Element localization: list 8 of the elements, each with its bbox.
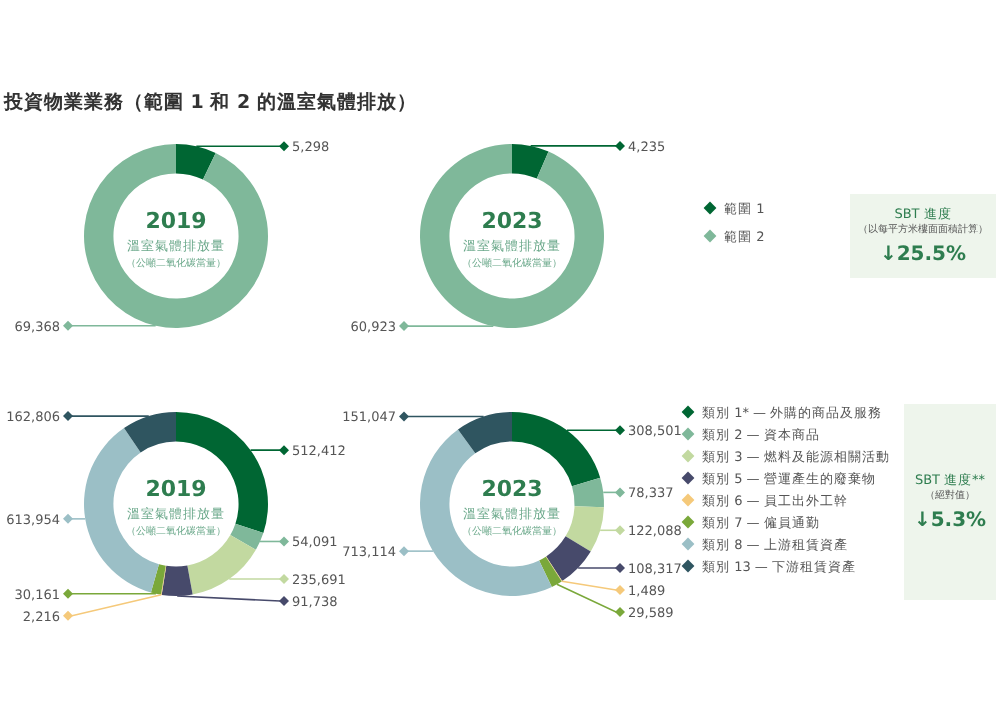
text: 2023: [481, 208, 543, 234]
text: ↓25.5%: [879, 244, 967, 266]
text: 投資物業業務（範圍 1 和 2 的溫室氣體排放）: [2, 90, 417, 114]
text: 2023: [481, 476, 543, 502]
text: 2019: [145, 208, 207, 234]
text: ↓5.3%: [913, 510, 987, 532]
donut-slice: [545, 556, 563, 582]
text: 2019: [145, 476, 207, 502]
